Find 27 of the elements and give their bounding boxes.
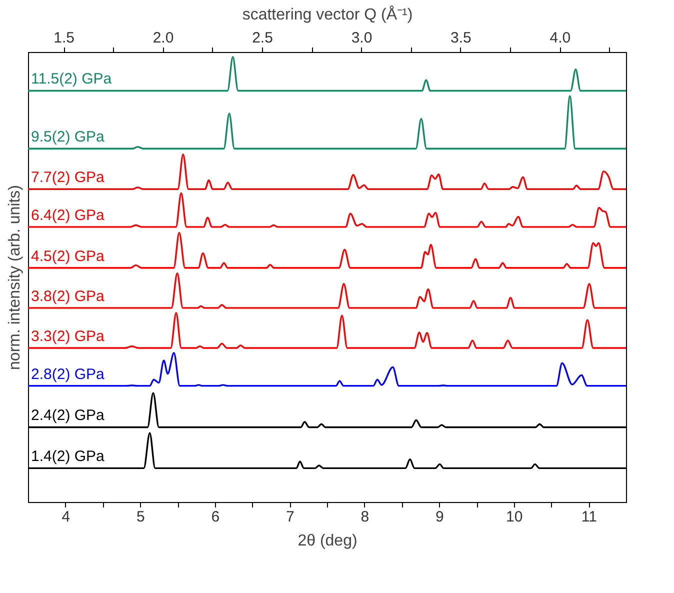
x2-tick-label: 4.0 — [550, 30, 571, 46]
x-tick-label: 7 — [286, 508, 294, 526]
series-label: 2.4(2) GPa — [31, 407, 106, 424]
series-label: 9.5(2) GPa — [31, 128, 106, 146]
series-label: 3.3(2) GPa — [31, 328, 106, 345]
x-tick-label: 8 — [360, 508, 370, 526]
x2-tick-label: 1.5 — [54, 30, 74, 46]
x-tick-label: 10 — [506, 508, 523, 526]
x-tick-label: 9 — [435, 508, 444, 526]
x-tick-label: 5 — [136, 508, 145, 526]
series-label: 7.7(2) GPa — [31, 169, 106, 186]
series-label: 6.4(2) GPa — [31, 206, 106, 224]
x2-axis-title: scattering vector Q (Å⁻¹) — [242, 6, 413, 24]
x2-tick-label: 2.5 — [252, 30, 273, 46]
series-label: 2.8(2) GPa — [31, 366, 106, 383]
series-label: 1.4(2) GPa — [31, 448, 106, 466]
x-axis-title: 2θ (deg) — [298, 532, 358, 550]
series-label: 3.8(2) GPa — [31, 288, 106, 305]
series-label: 11.5(2) GPa — [31, 70, 112, 88]
x-tick-label: 4 — [62, 508, 70, 526]
series-label: 4.5(2) GPa — [31, 248, 106, 265]
x2-tick-label: 3.5 — [450, 30, 472, 46]
y-axis-title: norm. intensity (arb. units) — [6, 185, 24, 370]
x-tick-label: 11 — [581, 508, 597, 526]
x2-tick-label: 3.0 — [351, 30, 372, 46]
x2-tick-label: 2.0 — [152, 30, 174, 46]
x-tick-label: 6 — [211, 508, 220, 526]
